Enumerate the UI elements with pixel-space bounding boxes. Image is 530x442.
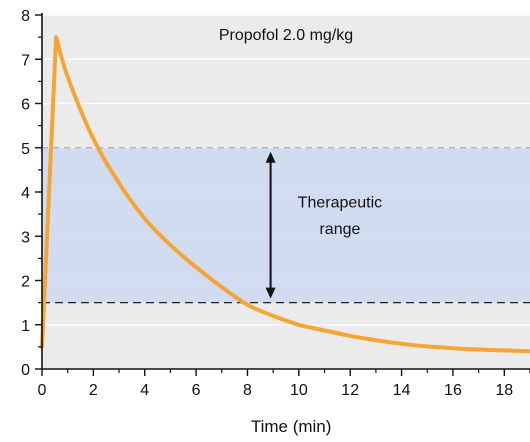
data-point-0-5 (143, 217, 147, 221)
y-tick-label-3: 3 (21, 229, 30, 246)
x-tick-label-8: 8 (243, 382, 252, 399)
arrow-head-down (265, 287, 276, 299)
x-tick-label-10: 10 (290, 382, 308, 399)
therapeutic-range-label-line-2: range (319, 221, 360, 238)
therapeutic-range-label-line-1: Therapeutic (298, 194, 383, 211)
y-tick-label-7: 7 (21, 52, 30, 69)
x-tick-label-12: 12 (341, 382, 359, 399)
data-point-0-15 (400, 342, 404, 346)
x-tick-label-14: 14 (393, 382, 411, 399)
y-tick-label-0: 0 (21, 362, 30, 379)
y-tick-label-2: 2 (21, 274, 30, 291)
x-axis-title: Time (min) (251, 417, 332, 436)
data-point-0-3 (91, 137, 95, 141)
data-point-0-2 (66, 75, 70, 79)
data-point-0-8 (220, 285, 224, 289)
data-point-0-10 (271, 314, 275, 318)
y-tick-label-4: 4 (21, 185, 30, 202)
x-tick-label-18: 18 (495, 382, 513, 399)
y-tick-label-8: 8 (21, 8, 30, 25)
data-point-0-7 (194, 265, 198, 269)
data-point-0-12 (323, 329, 327, 333)
data-point-0-11 (297, 323, 301, 327)
data-point-0-14 (374, 338, 378, 342)
x-tick-label-4: 4 (140, 382, 149, 399)
data-point-0-13 (348, 334, 352, 338)
y-tick-label-1: 1 (21, 318, 30, 335)
data-point-0-19 (502, 348, 506, 352)
data-point-0-16 (425, 344, 429, 348)
therapeutic-range-arrow (265, 151, 276, 299)
chart-title: Propofol 2.0 mg/kg (219, 27, 353, 44)
series-line-0 (40, 35, 530, 354)
arrow-head-up (265, 151, 276, 163)
data-point-0-4 (117, 181, 121, 185)
x-tick-label-6: 6 (192, 382, 201, 399)
x-tick-label-2: 2 (89, 382, 98, 399)
data-point-0-6 (168, 243, 172, 247)
data-point-0-1 (54, 35, 58, 39)
x-tick-label-0: 0 (38, 382, 47, 399)
data-point-0-17 (451, 346, 455, 350)
data-point-0-18 (477, 348, 481, 352)
y-tick-label-6: 6 (21, 97, 30, 114)
y-tick-label-5: 5 (21, 141, 30, 158)
therapeutic-range-band (42, 147, 530, 303)
data-point-0-9 (246, 303, 250, 307)
x-tick-label-16: 16 (444, 382, 462, 399)
series-layer (40, 35, 530, 354)
